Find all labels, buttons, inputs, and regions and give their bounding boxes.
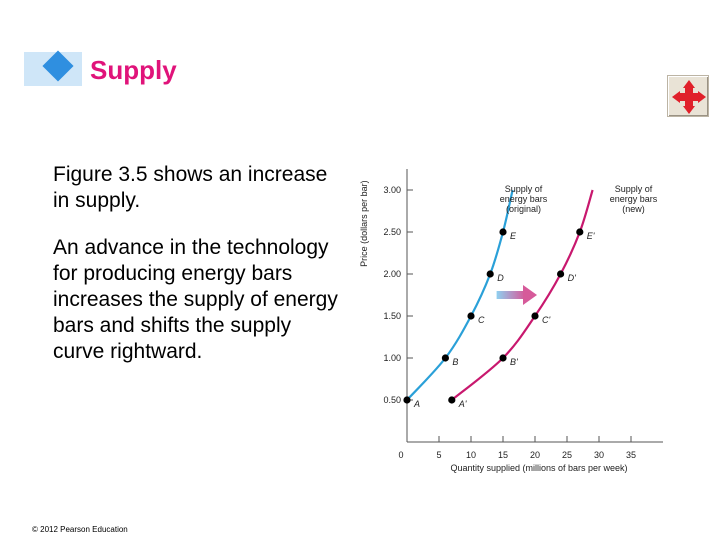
data-point	[403, 396, 411, 404]
paragraph-figure-intro: Figure 3.5 shows an increase in supply.	[53, 163, 328, 212]
move-arrows-button[interactable]	[667, 75, 709, 117]
data-point	[448, 396, 456, 404]
x-tick-label: 5	[436, 450, 441, 460]
shift-arrow-shaft	[496, 291, 525, 299]
x-tick-label: 0	[398, 450, 403, 460]
supply-curve-original	[406, 189, 514, 401]
data-point	[486, 270, 494, 278]
slide-title: Supply	[90, 55, 177, 85]
y-axis-label: Price (dollars per bar)	[359, 180, 369, 267]
shift-arrow-head	[523, 285, 537, 305]
point-label: D	[497, 273, 504, 283]
point-label: B'	[510, 357, 518, 367]
curve-label-original: (original)	[506, 204, 541, 214]
x-axis-label: Quantity supplied (millions of bars per …	[450, 463, 627, 473]
data-point	[557, 270, 565, 278]
data-point	[576, 228, 584, 236]
point-label: C'	[542, 315, 550, 325]
data-point	[467, 312, 475, 320]
y-tick-label: 1.00	[383, 353, 401, 363]
y-tick-label: 3.00	[383, 185, 401, 195]
x-tick-label: 30	[594, 450, 604, 460]
y-tick-label: 2.00	[383, 269, 401, 279]
x-tick-label: 35	[626, 450, 636, 460]
curve-label-new: energy bars	[610, 194, 658, 204]
supply-shift-chart: 0.50 1.00 1.50 2.00 2.50 3.00 0 5 10 15 20 25 30 35 Qu…	[359, 169, 663, 473]
point-label: C	[478, 315, 485, 325]
x-tick-label: 25	[562, 450, 572, 460]
curve-label-original: energy bars	[500, 194, 548, 204]
curve-label-new: Supply of	[615, 184, 653, 194]
curve-label-new: (new)	[622, 204, 645, 214]
x-tick-label: 15	[498, 450, 508, 460]
x-tick-label: 20	[530, 450, 540, 460]
data-point	[499, 354, 507, 362]
point-label: E	[510, 231, 517, 241]
x-tick-label: 10	[466, 450, 476, 460]
point-label: D'	[568, 273, 576, 283]
point-label: A	[413, 399, 420, 409]
y-tick-label: 1.50	[383, 311, 401, 321]
paragraph-technology-advance: An advance in the technology for produci…	[53, 236, 338, 363]
y-tick-label: 0.50	[383, 395, 401, 405]
data-point	[499, 228, 507, 236]
copyright-notice: © 2012 Pearson Education	[32, 525, 128, 534]
move-arrows-icon	[672, 80, 706, 114]
point-label: E'	[587, 231, 595, 241]
curve-label-original: Supply of	[505, 184, 543, 194]
point-label: A'	[458, 399, 467, 409]
point-label: B	[452, 357, 458, 367]
y-tick-label: 2.50	[383, 227, 401, 237]
data-point	[531, 312, 539, 320]
data-point	[441, 354, 449, 362]
